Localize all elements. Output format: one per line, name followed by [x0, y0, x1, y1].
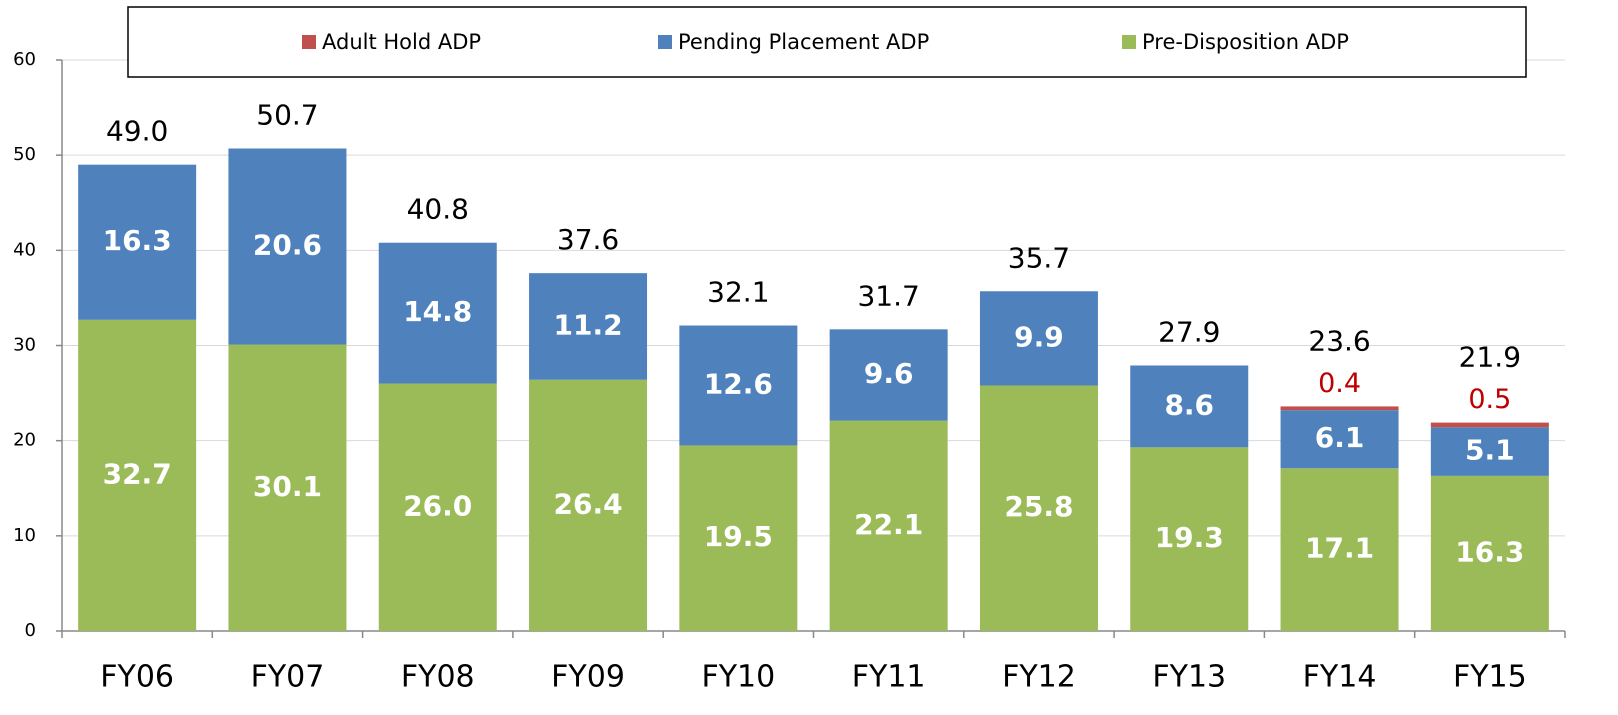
y-tick-label: 20: [13, 430, 36, 451]
data-label: 12.6: [704, 367, 773, 400]
bar-segment: [1430, 422, 1549, 428]
bar-segment: [679, 325, 798, 446]
x-tick-label: FY06: [100, 660, 174, 695]
bar-segment: [1280, 410, 1399, 469]
data-label: 5.1: [1465, 434, 1515, 467]
data-label: 25.8: [1004, 490, 1073, 523]
bar-segment: [979, 385, 1098, 631]
total-label: 37.6: [557, 223, 619, 256]
x-tick-label: FY14: [1303, 660, 1377, 695]
x-tick-label: FY08: [401, 660, 475, 695]
bar-segment: [228, 344, 347, 631]
x-tick-label: FY10: [701, 660, 775, 695]
x-tick-label: FY09: [551, 660, 625, 695]
data-label: 11.2: [554, 308, 623, 341]
bar-segment: [78, 164, 197, 320]
x-tick-label: FY11: [852, 660, 926, 695]
bar-segment: [78, 319, 197, 631]
total-label: 50.7: [256, 99, 318, 132]
y-tick-label: 30: [13, 335, 36, 356]
total-label: 40.8: [407, 193, 469, 226]
data-label: 9.9: [1014, 320, 1064, 353]
data-label: 26.0: [403, 489, 472, 522]
legend-swatch: [1122, 35, 1136, 49]
total-label: 35.7: [1008, 241, 1070, 274]
data-label: 19.5: [704, 520, 773, 553]
data-label: 0.4: [1318, 368, 1361, 399]
data-label: 8.6: [1164, 388, 1214, 421]
legend-label: Adult Hold ADP: [322, 30, 481, 54]
bar-segment: [1430, 475, 1549, 631]
bar-segment: [1130, 365, 1249, 448]
data-label: 6.1: [1315, 421, 1365, 454]
data-label: 9.6: [864, 357, 914, 390]
bar-segment: [378, 242, 497, 384]
data-label: 20.6: [253, 229, 322, 262]
data-label: 26.4: [554, 487, 623, 520]
x-tick-label: FY13: [1152, 660, 1226, 695]
bar-segment: [228, 148, 347, 345]
bar-segment: [1430, 427, 1549, 476]
y-tick-label: 60: [13, 49, 36, 70]
total-label: 23.6: [1308, 324, 1370, 357]
bar-segment: [829, 420, 948, 631]
data-label: 14.8: [403, 295, 472, 328]
y-tick-label: 50: [13, 144, 36, 165]
data-label: 22.1: [854, 508, 923, 541]
bar-segment: [1130, 447, 1249, 631]
data-label: 0.5: [1468, 384, 1511, 415]
data-label: 16.3: [1455, 535, 1524, 568]
y-tick-label: 40: [13, 239, 36, 260]
data-label: 30.1: [253, 470, 322, 503]
bar-segment: [1280, 406, 1399, 411]
bar-segment: [1280, 468, 1399, 631]
data-label: 19.3: [1155, 521, 1224, 554]
bar-segment: [529, 273, 648, 380]
bar-segment: [979, 291, 1098, 386]
total-label: 31.7: [857, 279, 919, 312]
bar-segment: [679, 445, 798, 631]
total-label: 32.1: [707, 276, 769, 309]
y-tick-label: 0: [25, 620, 36, 641]
data-label: 32.7: [103, 457, 172, 490]
data-label: 16.3: [103, 224, 172, 257]
legend-box: [127, 6, 1527, 78]
x-tick-label: FY07: [251, 660, 325, 695]
bar-segment: [829, 329, 948, 421]
total-label: 49.0: [106, 115, 168, 148]
total-label: 21.9: [1459, 341, 1521, 374]
legend-label: Pre-Disposition ADP: [1142, 30, 1349, 54]
total-label: 27.9: [1158, 315, 1220, 348]
bar-segment: [529, 379, 648, 631]
legend-swatch: [658, 35, 672, 49]
x-tick-label: FY15: [1453, 660, 1527, 695]
bar-segment: [378, 383, 497, 631]
data-label: 17.1: [1305, 532, 1374, 565]
legend-swatch: [302, 35, 316, 49]
x-tick-label: FY12: [1002, 660, 1076, 695]
legend-label: Pending Placement ADP: [678, 30, 929, 54]
y-tick-label: 10: [13, 525, 36, 546]
